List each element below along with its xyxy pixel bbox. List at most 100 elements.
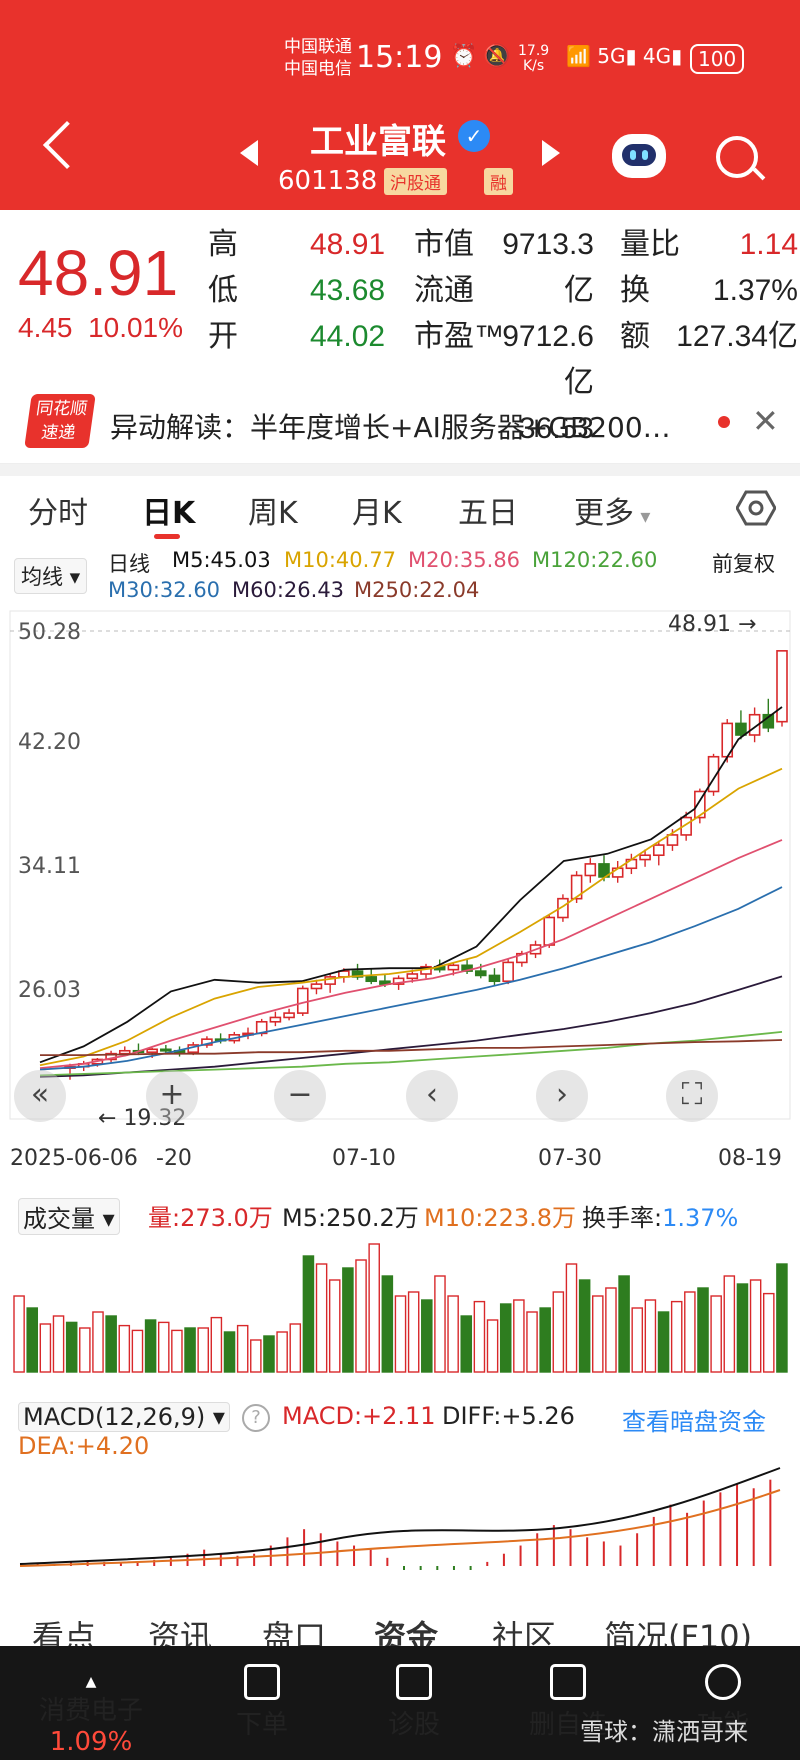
medical-kit-icon [396,1664,432,1700]
ma-line-m250 [40,1039,783,1056]
volume-bar [144,1319,157,1373]
ma-kind: 日线 [108,552,150,576]
pan-left-icon[interactable]: ‹ [406,1070,458,1122]
sector-item[interactable]: ▲ 消费电子 1.09% [38,1674,143,1757]
ma-m250: M250:22.04 [354,578,480,602]
volume-bar [289,1323,302,1373]
order-button[interactable]: 下单 [222,1664,302,1741]
news-text[interactable]: 异动解读：半年度增长+AI服务器+GB200… [110,411,671,444]
tab-more[interactable]: 更多 ▾ [574,496,651,531]
fullscreen-icon[interactable]: ⛶ [666,1070,718,1122]
candle-body [748,713,761,736]
macd-bar [486,1561,489,1566]
verified-icon: ✓ [458,120,490,152]
macd-bar [436,1566,439,1570]
candle-body [406,973,419,980]
dark-pool-link[interactable]: 查看暗盘资金 [622,1408,766,1436]
volume-bar [605,1287,617,1373]
ma-m10: M10:40.77 [284,548,397,572]
tab-daily-k[interactable]: 日K [142,496,196,531]
volume-m10: M10:223.8万 [424,1204,577,1232]
volume-bar [513,1299,525,1373]
next-stock-icon[interactable] [542,140,560,166]
volume-bar [65,1321,78,1373]
macd-value: MACD:+2.11 [282,1402,436,1430]
ma-selector[interactable]: 均线 ▾ [14,558,88,594]
assistant-robot-icon[interactable] [612,134,666,178]
volume-bar [565,1263,578,1373]
y-label-1: 50.28 [18,620,81,645]
volume-bar [670,1300,683,1373]
header: 中国联通 中国电信 15:19 ⏰🔕 17.9 K/s 📶 5G▮ 4G▮ 100 … [0,0,800,210]
macd-bar [169,1557,172,1566]
tab-monthly-k[interactable]: 月K [352,496,402,531]
zoom-out-icon[interactable]: − [274,1070,326,1122]
kline-chart[interactable] [0,605,800,1125]
functions-button[interactable]: 功能 [678,1664,768,1741]
pan-right-icon[interactable]: › [536,1070,588,1122]
x-label-2: -20 [156,1146,192,1171]
remove-watchlist-button[interactable]: 删自选 [516,1664,620,1741]
prev-stock-icon[interactable] [240,140,258,166]
volume-bar [618,1275,630,1373]
volume-bar [460,1315,473,1373]
macd-chart[interactable] [0,1458,800,1570]
macd-bar [702,1500,705,1566]
candle-body [447,964,460,971]
indicator-selector-volume[interactable]: 成交量 ▾ [18,1198,120,1235]
search-icon[interactable] [716,136,758,178]
candle-body [283,1012,295,1019]
volume-bar [473,1300,486,1373]
candle-body [488,974,501,983]
ma-line-m60 [39,975,783,1078]
ma-line-m10 [39,767,783,1067]
last-price-tag: 48.91 → [668,612,757,637]
volume-chart[interactable] [0,1230,800,1386]
volume-bar [342,1267,354,1373]
macd-bar [319,1533,322,1566]
volume-bar [552,1291,565,1373]
news-logo: 同花顺 速递 [24,394,96,448]
divider [0,464,800,476]
volume-bar [539,1307,551,1373]
signal-icons: 📶 5G▮ 4G▮ [566,44,683,68]
ma-m20: M20:35.86 [408,548,521,572]
tab-five-day[interactable]: 五日 [458,496,518,531]
volume-bar [592,1295,604,1373]
ma-m60: M60:26.43 [232,578,345,602]
volume-last: 量:273.0万 [148,1204,273,1232]
macd-bar [403,1566,405,1570]
candle-body [543,916,556,946]
help-icon[interactable]: ? [242,1404,270,1432]
candle-body [365,976,378,983]
macd-bar [452,1566,455,1570]
volume-bar [434,1275,446,1373]
volume-bar [250,1339,262,1373]
macd-bar [153,1559,156,1566]
x-label-1: 2025-06-06 [10,1146,138,1171]
close-icon[interactable]: ✕ [752,402,779,440]
battery-icon: 100 [690,44,745,74]
candle-body [118,1049,131,1055]
volume-bar [381,1275,394,1373]
macd-bar [652,1516,655,1566]
tab-intraday[interactable]: 分时 [28,496,88,531]
x-label-4: 07-30 [538,1146,602,1171]
back-icon[interactable] [42,120,92,170]
quote-labels-col1: 高低开 [208,228,238,353]
diagnose-button[interactable]: 诊股 [374,1664,454,1741]
indicator-selector-macd[interactable]: MACD(12,26,9) ▾ [18,1402,230,1432]
candle-body [269,1016,282,1023]
adjust-mode[interactable]: 前复权 [712,552,775,576]
zoom-out-far-icon[interactable]: « [14,1070,66,1122]
y-label-4: 26.03 [18,978,81,1003]
zoom-in-icon[interactable]: + [146,1070,198,1122]
volume-bar [184,1327,196,1373]
macd-bar [369,1549,372,1566]
macd-bar [386,1557,389,1566]
settings-hex-icon[interactable] [736,490,776,526]
tab-weekly-k[interactable]: 周K [248,496,298,531]
news-banner[interactable] [0,384,800,464]
volume-bar [447,1295,459,1373]
